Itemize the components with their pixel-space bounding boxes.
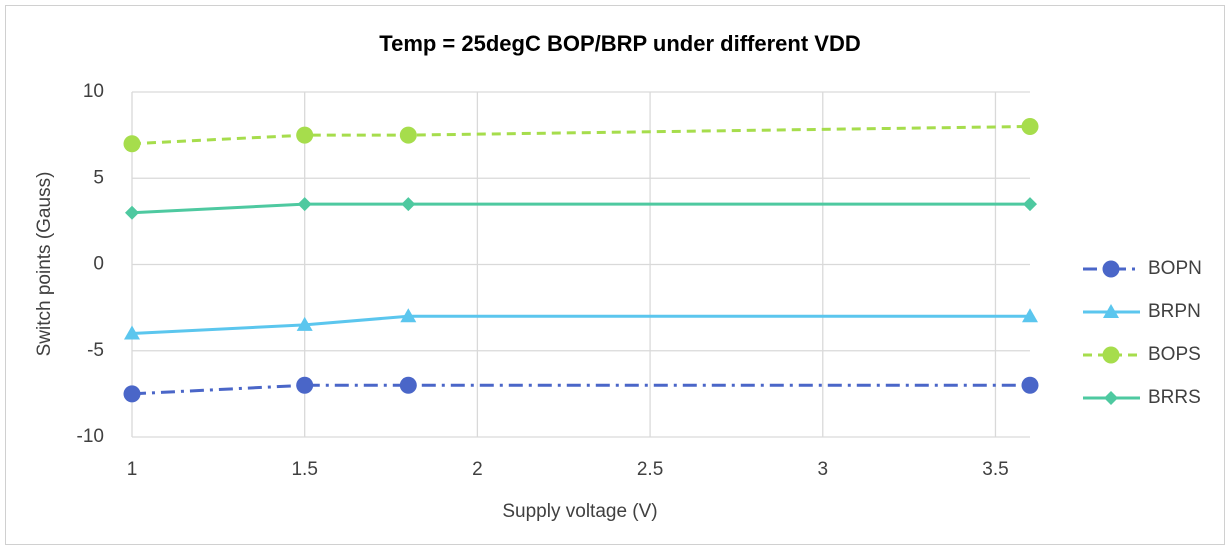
marker — [124, 325, 140, 340]
marker — [296, 376, 314, 394]
marker — [399, 376, 417, 394]
y-tick-label: -10 — [77, 426, 104, 447]
marker — [123, 385, 141, 403]
chart-frame — [5, 5, 1225, 545]
line — [131, 314, 1030, 335]
marker — [1021, 376, 1039, 394]
marker — [1022, 308, 1038, 323]
x-tick-label: 1.5 — [291, 459, 317, 480]
y-axis-label: Switch points (Gauss) — [34, 172, 55, 357]
marker — [296, 126, 314, 144]
x-axis-label: Supply voltage (V) — [502, 501, 657, 522]
y-tick-label: 5 — [93, 167, 104, 188]
marker — [1023, 197, 1037, 212]
marker — [125, 205, 139, 220]
line — [131, 125, 1031, 146]
legend-marker — [1102, 346, 1120, 364]
y-tick-label: -5 — [87, 340, 104, 361]
legend-label: BOPN — [1148, 258, 1202, 279]
marker — [297, 197, 312, 212]
marker — [400, 308, 417, 323]
x-tick-label: 3.5 — [982, 459, 1008, 480]
legend-marker — [1102, 260, 1120, 278]
x-tick-label: 2 — [472, 459, 483, 480]
x-tick-label: 2.5 — [637, 459, 663, 480]
marker — [296, 316, 313, 331]
y-tick-label: 10 — [83, 81, 104, 102]
line — [131, 202, 1030, 215]
line — [131, 383, 1030, 396]
x-tick-label: 3 — [817, 459, 828, 480]
x-tick-label: 1 — [127, 459, 138, 480]
chart-title: Temp = 25degC BOP/BRP under different VD… — [379, 31, 860, 56]
legend-label: BOPS — [1148, 344, 1201, 365]
legend-marker — [1104, 391, 1118, 405]
marker — [401, 197, 416, 212]
marker — [399, 126, 417, 144]
legend-label: BRPN — [1148, 301, 1201, 322]
marker — [123, 135, 141, 153]
legend-label: BRRS — [1148, 387, 1201, 408]
marker — [1021, 118, 1039, 135]
y-tick-label: 0 — [93, 254, 104, 275]
legend-marker — [1103, 304, 1119, 318]
